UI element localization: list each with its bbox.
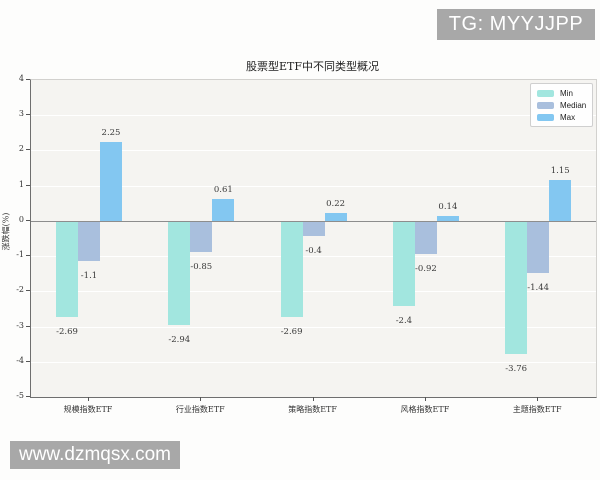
bar-value-label: -2.4: [395, 316, 413, 327]
y-tick: [26, 219, 30, 221]
y-tick-label: -4: [16, 355, 24, 365]
bar-value-label: -0.85: [190, 261, 213, 272]
bar-value-label: 0.14: [438, 201, 458, 212]
legend-item-min: Min: [537, 89, 586, 98]
legend-swatch-icon: [537, 102, 554, 109]
y-tick-label: -5: [16, 391, 24, 400]
y-tick-label: 4: [18, 74, 24, 83]
chart-title: 股票型ETF中不同类型概况: [246, 60, 379, 73]
bar-max-4: [549, 180, 572, 221]
legend-item-max: Max: [537, 113, 586, 122]
legend-swatch-icon: [537, 90, 554, 97]
x-tick-label-3: 风格指数ETF: [400, 405, 450, 414]
bar-median-3: [414, 221, 437, 255]
bar-max-2: [324, 213, 347, 221]
y-tick: [26, 290, 30, 292]
x-tick: [424, 397, 426, 401]
gridline: [31, 185, 596, 187]
y-tick: [26, 255, 30, 257]
watermark-website-badge: www.dzmqsx.com: [10, 441, 180, 469]
legend-label: Max: [560, 113, 576, 122]
x-tick: [88, 397, 89, 401]
bar-value-label: 1.15: [550, 166, 570, 177]
bar-median-1: [190, 221, 213, 252]
x-tick-label-2: 策略指数ETF: [288, 405, 337, 414]
x-tick: [200, 397, 202, 401]
bar-value-label: -0.4: [305, 245, 322, 256]
y-tick: [26, 79, 30, 80]
bar-value-label: -2.69: [56, 326, 78, 337]
y-tick: [26, 149, 30, 151]
bar-median-4: [527, 221, 550, 273]
bar-value-label: -2.94: [168, 335, 191, 346]
bar-value-label: -1.1: [80, 270, 98, 281]
bar-value-label: 0.61: [213, 185, 233, 196]
y-tick-label: 0: [18, 214, 24, 224]
y-tick-label: -3: [16, 320, 24, 330]
gridline: [31, 291, 596, 293]
y-tick-label: -2: [16, 285, 24, 295]
bar-min-2: [280, 221, 303, 317]
plot-area: -2.69 -2.94 -2.69 -2.4 -3.76 -1.1 -0.85 -0.4 -0.…: [30, 79, 597, 398]
legend-swatch-icon: [537, 114, 554, 121]
y-tick: [26, 325, 30, 327]
bar-value-label: -1.44: [527, 282, 550, 293]
bar-min-4: [505, 221, 528, 355]
bar-median-0: [78, 221, 100, 261]
gridline: [31, 361, 596, 363]
gridline: [31, 115, 596, 117]
bar-min-3: [392, 221, 415, 307]
y-tick: [26, 396, 30, 397]
bar-max-1: [212, 199, 235, 221]
y-tick: [26, 360, 30, 362]
bar-min-0: [56, 221, 78, 317]
watermark-telegram-badge: TG: MYYJJPP: [437, 9, 595, 40]
gridline: [31, 326, 596, 328]
bar-min-1: [168, 221, 191, 326]
bar-value-label: -0.92: [414, 264, 437, 275]
x-tick-label-4: 主题指数ETF: [512, 405, 562, 414]
bar-value-label: -3.76: [505, 364, 528, 375]
y-tick-label: 3: [18, 109, 24, 119]
y-tick-label: 1: [18, 179, 24, 189]
watermark-website-text: www.dzmqsx.com: [18, 444, 172, 465]
gridline: [31, 256, 596, 258]
x-tick: [537, 397, 539, 401]
bar-value-label: 2.25: [101, 127, 121, 138]
y-tick: [26, 184, 30, 186]
y-tick: [26, 114, 30, 116]
y-tick-label: -1: [16, 250, 24, 260]
zero-line: [31, 220, 596, 222]
x-tick: [312, 397, 314, 401]
gridline: [31, 150, 596, 152]
bar-max-0: [100, 141, 122, 221]
bar-value-label: 0.22: [326, 199, 346, 210]
x-tick-label-0: 规模指数ETF: [63, 405, 113, 414]
bar-median-2: [302, 221, 325, 236]
legend-label: Min: [560, 89, 573, 98]
legend-item-median: Median: [537, 101, 586, 110]
y-tick-label: 2: [18, 144, 24, 154]
bar-value-label: -2.69: [280, 326, 303, 337]
legend: Min Median Max: [530, 83, 593, 127]
x-tick-label-1: 行业指数ETF: [175, 405, 225, 414]
bar-max-3: [436, 215, 459, 221]
watermark-telegram-text: TG: MYYJJPP: [448, 13, 584, 35]
legend-label: Median: [560, 101, 587, 110]
